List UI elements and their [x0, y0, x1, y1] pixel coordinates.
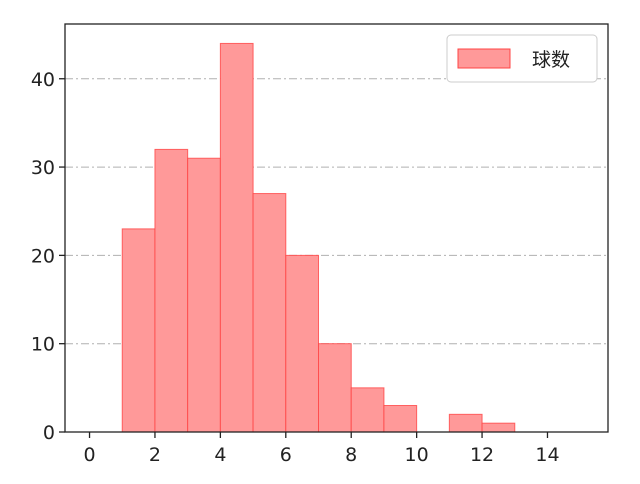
histogram-bar [285, 254, 320, 433]
x-tick-label: 10 [405, 444, 429, 466]
histogram-bar [154, 148, 189, 433]
y-tick-label: 10 [31, 334, 55, 356]
x-tick-label: 12 [470, 444, 494, 466]
legend: 球数 [446, 34, 598, 83]
histogram-bar [448, 413, 483, 433]
legend-label: 球数 [532, 49, 570, 71]
histogram-bar [383, 405, 418, 433]
x-tick-label: 4 [214, 444, 226, 466]
plot-frame [64, 23, 609, 433]
y-tick-label: 0 [43, 422, 55, 444]
histogram-bar [350, 387, 385, 433]
histogram-bar [318, 343, 352, 433]
histogram-bar [481, 422, 516, 433]
histogram-bar [121, 228, 156, 433]
y-tick-label: 20 [31, 245, 55, 267]
y-axis: 0 10 20 30 40 [31, 69, 65, 444]
legend-box [446, 34, 598, 83]
x-tick-label: 14 [535, 444, 559, 466]
x-tick-label: 8 [345, 444, 357, 466]
histogram-bar [187, 157, 221, 433]
x-tick-label: 6 [280, 444, 292, 466]
x-tick-label: 2 [149, 444, 161, 466]
bars [121, 42, 516, 433]
y-tick-label: 40 [31, 69, 55, 91]
x-axis: 0 2 4 6 8 10 12 14 [83, 432, 560, 466]
legend-swatch [457, 48, 511, 69]
histogram-bar [252, 193, 287, 433]
histogram-bar [219, 42, 254, 433]
y-tick-label: 30 [31, 157, 55, 179]
x-tick-label: 0 [83, 444, 95, 466]
